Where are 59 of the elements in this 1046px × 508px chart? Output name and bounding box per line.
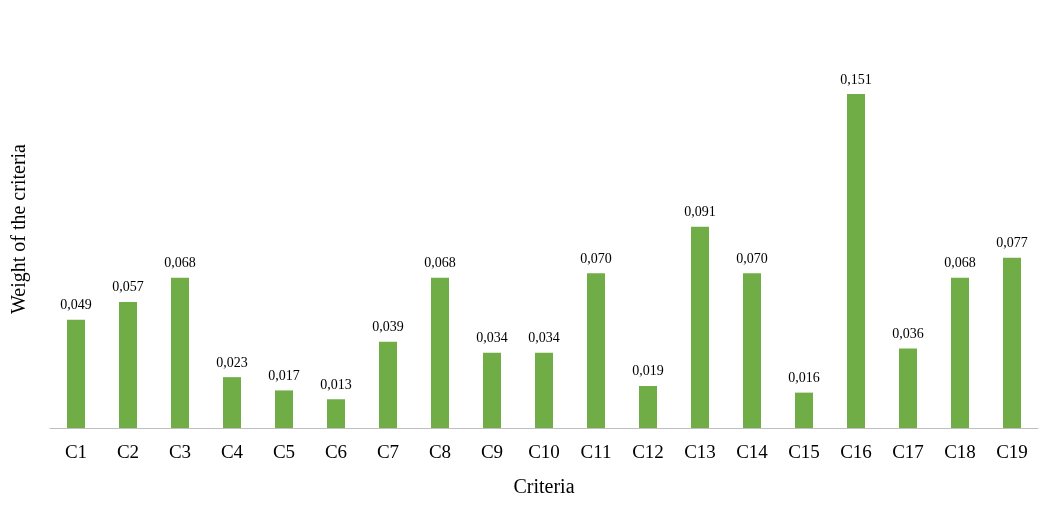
data-label: 0,017: [268, 367, 300, 383]
x-tick-label: C10: [528, 441, 560, 462]
bar: [67, 319, 85, 428]
x-tick-label: C18: [944, 441, 976, 462]
data-label: 0,070: [736, 250, 768, 266]
data-label: 0,034: [476, 330, 508, 346]
data-label: 0,068: [164, 255, 196, 271]
data-label: 0,019: [632, 363, 664, 379]
x-tick-label: C13: [684, 441, 716, 462]
x-tick-label: C1: [64, 441, 88, 462]
x-tick-label: C6: [324, 441, 348, 462]
bar: [639, 385, 657, 428]
x-tick-label: C15: [788, 441, 820, 462]
x-tick-label: C5: [272, 441, 296, 462]
x-tick-label: C7: [376, 441, 400, 462]
bar: [743, 273, 761, 428]
data-label: 0,091: [684, 204, 716, 220]
x-tick-label: C3: [168, 441, 192, 462]
y-axis-title: Weight of the criteria: [7, 143, 30, 314]
bar: [691, 226, 709, 428]
data-label: 0,077: [996, 235, 1028, 251]
x-tick-label: C16: [840, 441, 872, 462]
bar: [795, 392, 813, 428]
data-label: 0,016: [788, 370, 820, 386]
x-axis-title: Criteria: [513, 475, 575, 497]
bar: [275, 390, 293, 428]
data-label: 0,013: [320, 376, 352, 392]
bar: [223, 377, 241, 428]
data-label: 0,023: [216, 354, 248, 370]
bar: [587, 273, 605, 428]
x-tick-label: C8: [428, 441, 452, 462]
bar: [899, 348, 917, 428]
x-tick-label: C11: [580, 441, 612, 462]
x-tick-label: C9: [480, 441, 504, 462]
data-label: 0,070: [580, 250, 612, 266]
x-tick-label: C4: [220, 441, 244, 462]
data-label: 0,049: [60, 297, 92, 313]
data-label: 0,034: [528, 330, 560, 346]
bar: [847, 94, 865, 428]
data-label: 0,068: [944, 255, 976, 271]
bar: [483, 352, 501, 428]
data-label: 0,151: [840, 71, 872, 87]
bar: [431, 277, 449, 428]
data-label: 0,068: [424, 255, 456, 271]
data-label: 0,057: [112, 279, 144, 295]
bar: [951, 277, 969, 428]
bar: [1003, 257, 1021, 428]
bar: [119, 301, 137, 428]
x-tick-label: C19: [996, 441, 1028, 462]
x-tick-label: C12: [632, 441, 664, 462]
data-label: 0,039: [372, 319, 404, 335]
bar: [327, 399, 345, 428]
x-tick-label: C17: [892, 441, 924, 462]
data-label: 0,036: [892, 325, 924, 341]
x-tick-label: C2: [116, 441, 140, 462]
bar: [171, 277, 189, 428]
x-tick-label: C14: [736, 441, 769, 462]
bar: [535, 352, 553, 428]
bar: [379, 341, 397, 428]
